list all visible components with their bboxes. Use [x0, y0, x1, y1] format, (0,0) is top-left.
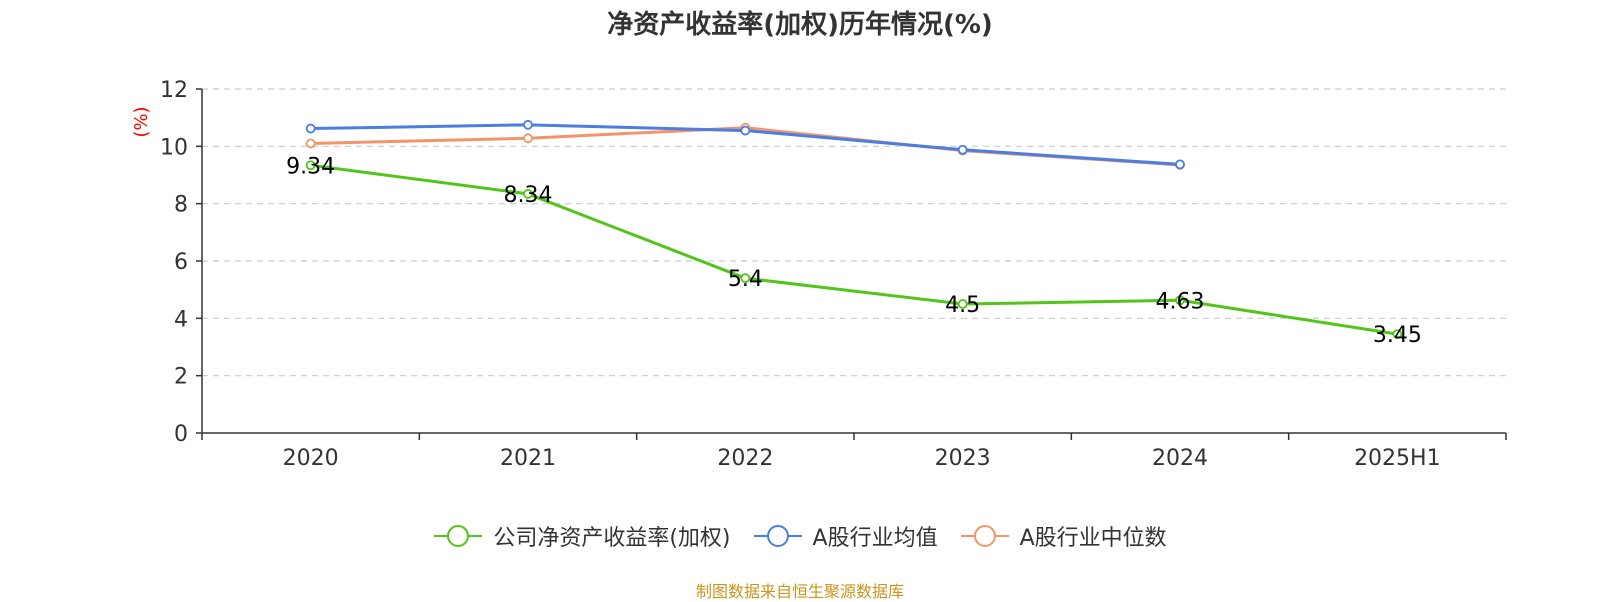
data-label: 4.5	[945, 293, 980, 318]
x-tick-label: 2023	[935, 446, 991, 471]
y-tick-label: 6	[174, 250, 188, 275]
series-lines	[305, 119, 1403, 340]
legend-item[interactable]: 公司净资产收益率(加权)	[433, 520, 731, 552]
data-point	[305, 123, 316, 134]
x-tick-label: 2020	[283, 446, 339, 471]
data-point	[305, 138, 316, 149]
source-note: 制图数据来自恒生聚源数据库	[695, 582, 904, 601]
data-point	[957, 144, 968, 155]
data-point	[1175, 295, 1185, 306]
data-point	[1175, 159, 1185, 170]
legend-swatch-icon	[960, 525, 1009, 547]
data-point	[523, 133, 533, 144]
data-labels: 9.34 8.34 5.4 4.5 4.63 3.45	[286, 154, 1422, 348]
data-label: 8.34	[504, 183, 553, 208]
legend-label: 公司净资产收益率(加权)	[493, 526, 731, 551]
line-chart: 0 2 4 6 8 10 12 2020 2021 2022 2023 2024 2025H1 (%) 9…	[131, 78, 1507, 471]
grid-lines	[202, 88, 1506, 377]
y-tick-label: 2	[174, 365, 188, 390]
y-tick-label: 12	[160, 78, 188, 103]
data-point	[740, 125, 751, 136]
y-tick-label: 4	[174, 307, 188, 332]
data-label: 9.34	[286, 154, 335, 179]
legend-item[interactable]: A股行业中位数	[960, 520, 1167, 552]
x-tick-label: 2022	[717, 446, 773, 471]
x-tick-label: 2024	[1152, 446, 1208, 471]
y-tick-label: 10	[160, 135, 188, 160]
data-point	[305, 160, 316, 171]
data-label: 5.4	[728, 267, 763, 292]
data-point	[740, 273, 751, 284]
y-axis-label: (%)	[131, 106, 152, 137]
chart-title: 净资产收益率(加权)历年情况(%)	[607, 10, 993, 40]
series-line	[310, 163, 1398, 336]
legend-swatch-icon	[753, 525, 802, 547]
legend: 公司净资产收益率(加权) A股行业均值 A股行业中位数	[0, 520, 1600, 552]
data-label: 3.45	[1373, 323, 1422, 348]
legend-swatch-icon	[434, 525, 483, 547]
y-tick-label: 0	[174, 422, 188, 447]
data-point	[957, 299, 968, 309]
legend-label: A股行业均值	[812, 526, 938, 551]
legend-label: A股行业中位数	[1019, 526, 1167, 551]
axes: 0 2 4 6 8 10 12 2020 2021 2022 2023 2024 2025H1 (%)	[131, 78, 1507, 471]
data-point	[523, 189, 533, 199]
x-tick-label: 2021	[500, 446, 556, 471]
x-tick-label: 2025H1	[1354, 446, 1441, 471]
data-label: 4.63	[1156, 289, 1205, 314]
y-tick-label: 8	[174, 193, 188, 218]
data-point	[1392, 329, 1403, 340]
data-point	[523, 119, 533, 130]
legend-item[interactable]: A股行业均值	[753, 520, 938, 552]
